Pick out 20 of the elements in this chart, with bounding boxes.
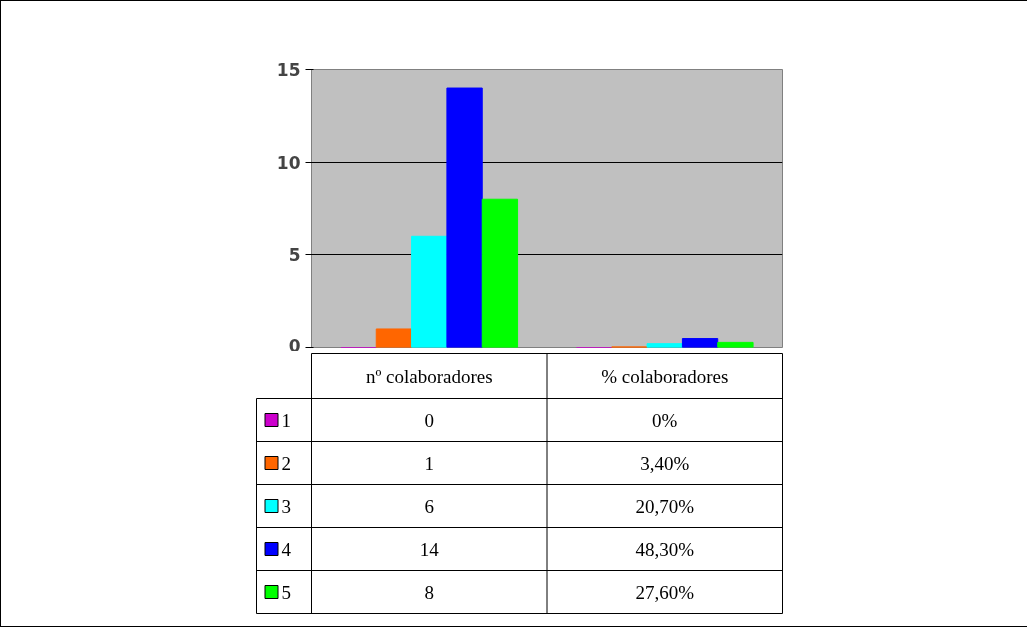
y-tick-label: 5 xyxy=(288,245,301,266)
data-label: 27,60% xyxy=(635,581,695,603)
x-tick-label: % colaboradores xyxy=(601,365,729,387)
data-label: 48,30% xyxy=(635,538,695,560)
y-tick-label: 0 xyxy=(288,335,301,356)
data-label: 3,40% xyxy=(640,452,690,474)
data-label: 8 xyxy=(424,581,434,603)
y-tick-label: 10 xyxy=(276,152,301,173)
legend-label: 1 xyxy=(281,409,291,431)
data-label: 14 xyxy=(419,538,440,560)
data-label: 0% xyxy=(652,409,678,431)
data-label: 6 xyxy=(424,495,434,517)
legend-label: 3 xyxy=(281,495,291,517)
x-tick-label: nº colaboradores xyxy=(365,365,493,387)
legend-label: 4 xyxy=(281,538,292,560)
legend-label: 2 xyxy=(281,452,291,474)
data-label: 1 xyxy=(424,452,434,474)
data-label: 20,70% xyxy=(635,495,695,517)
data-label: 0 xyxy=(424,409,434,431)
y-tick-label: 15 xyxy=(276,60,301,80)
